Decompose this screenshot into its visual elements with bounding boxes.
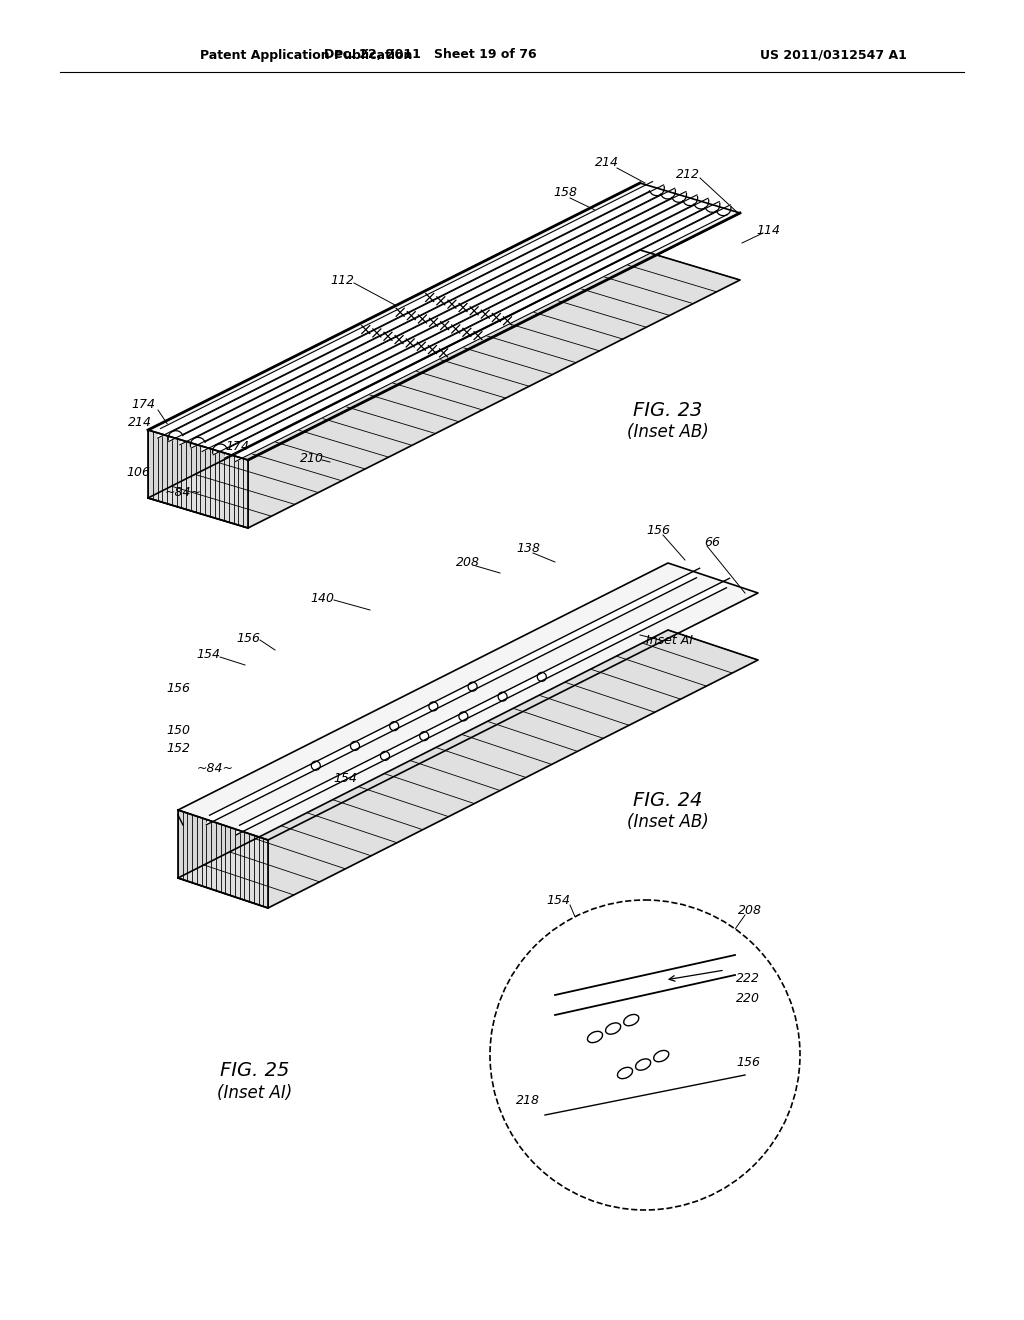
- Text: (Inset AI): (Inset AI): [217, 1084, 293, 1102]
- Polygon shape: [148, 249, 740, 528]
- Ellipse shape: [617, 1068, 633, 1078]
- Polygon shape: [236, 205, 730, 462]
- Polygon shape: [178, 810, 268, 908]
- Polygon shape: [178, 630, 758, 908]
- Text: Inset AI: Inset AI: [646, 634, 693, 647]
- Text: 66: 66: [705, 536, 720, 549]
- Text: 156: 156: [736, 1056, 760, 1068]
- Text: 222: 222: [736, 972, 760, 985]
- Text: 220: 220: [736, 991, 760, 1005]
- Text: 212: 212: [676, 169, 700, 181]
- Circle shape: [490, 900, 800, 1210]
- Ellipse shape: [624, 1015, 639, 1026]
- Text: 154: 154: [546, 894, 570, 907]
- Polygon shape: [178, 564, 758, 840]
- Polygon shape: [213, 198, 709, 455]
- Polygon shape: [148, 183, 740, 459]
- Text: 138: 138: [516, 541, 540, 554]
- Text: Dec. 22, 2011   Sheet 19 of 76: Dec. 22, 2011 Sheet 19 of 76: [324, 49, 537, 62]
- Polygon shape: [169, 185, 664, 441]
- Text: ~84~: ~84~: [165, 487, 202, 499]
- Text: 218: 218: [516, 1093, 540, 1106]
- Text: 156: 156: [646, 524, 670, 536]
- Text: 158: 158: [553, 186, 577, 199]
- Text: ~84~: ~84~: [197, 762, 233, 775]
- Ellipse shape: [636, 1059, 650, 1071]
- Text: 214: 214: [595, 157, 618, 169]
- Text: FIG. 25: FIG. 25: [220, 1060, 290, 1080]
- Text: 114: 114: [756, 223, 780, 236]
- Polygon shape: [207, 568, 699, 825]
- Text: 152: 152: [166, 742, 190, 755]
- Text: (Inset AB): (Inset AB): [627, 422, 709, 441]
- Text: 208: 208: [738, 903, 762, 916]
- Text: 112: 112: [330, 273, 354, 286]
- Polygon shape: [180, 189, 675, 445]
- Polygon shape: [202, 195, 697, 451]
- Polygon shape: [224, 202, 719, 458]
- Text: (Inset AB): (Inset AB): [627, 813, 709, 832]
- Text: 214: 214: [128, 416, 152, 429]
- Text: FIG. 23: FIG. 23: [633, 400, 702, 420]
- Text: 174: 174: [131, 399, 155, 412]
- Ellipse shape: [653, 1051, 669, 1061]
- Text: 156: 156: [236, 631, 260, 644]
- Text: US 2011/0312547 A1: US 2011/0312547 A1: [760, 49, 907, 62]
- Text: 154: 154: [333, 771, 357, 784]
- Text: 106: 106: [126, 466, 150, 479]
- Ellipse shape: [588, 1031, 602, 1043]
- Ellipse shape: [605, 1023, 621, 1034]
- Polygon shape: [191, 191, 686, 447]
- Text: 210: 210: [300, 451, 324, 465]
- Text: 156: 156: [166, 681, 190, 694]
- Text: 140: 140: [310, 591, 334, 605]
- Text: 174: 174: [225, 441, 249, 454]
- Polygon shape: [158, 182, 652, 438]
- Polygon shape: [148, 430, 248, 528]
- Text: FIG. 24: FIG. 24: [633, 791, 702, 809]
- Text: 154: 154: [196, 648, 220, 661]
- Text: Patent Application Publication: Patent Application Publication: [200, 49, 413, 62]
- Text: 150: 150: [166, 723, 190, 737]
- Text: 208: 208: [456, 557, 480, 569]
- Polygon shape: [237, 578, 729, 834]
